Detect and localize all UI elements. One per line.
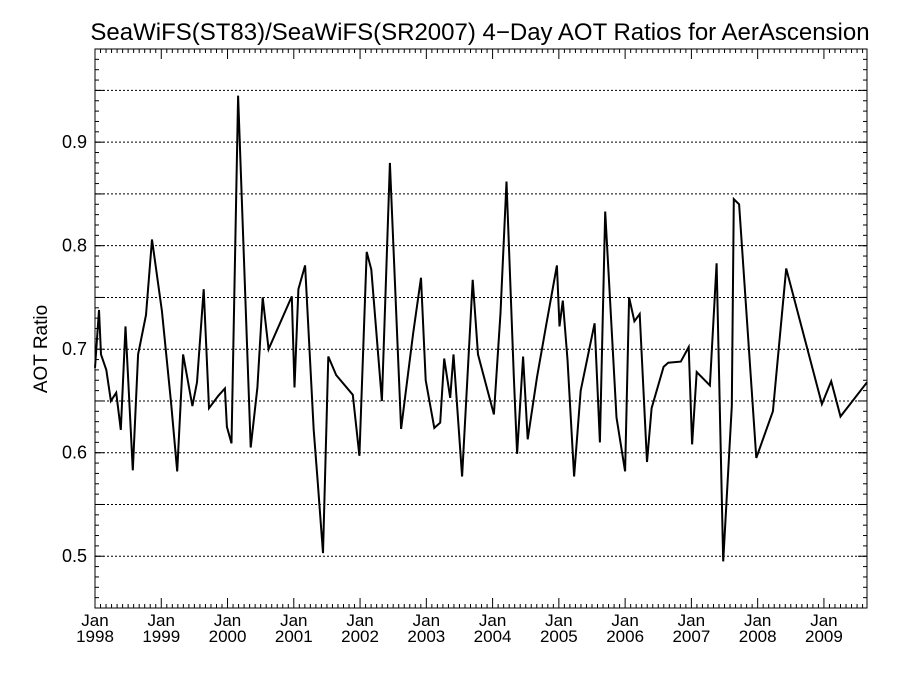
y-tick-label: 0.6	[62, 443, 87, 463]
x-tick-label-month: Jan	[81, 611, 108, 630]
x-tick-label-year: 2006	[606, 627, 644, 646]
y-tick-label: 0.5	[62, 546, 87, 566]
x-tick-label-month: Jan	[346, 611, 373, 630]
grid-lines	[95, 89, 867, 557]
x-tick-label-year: 2003	[407, 627, 445, 646]
chart-title: SeaWiFS(ST83)/SeaWiFS(SR2007) 4−Day AOT …	[90, 19, 869, 46]
x-tick-label-year: 2007	[672, 627, 710, 646]
y-tick-label: 0.7	[62, 339, 87, 359]
x-tick-label-month: Jan	[479, 611, 506, 630]
x-tick-label-year: 2002	[341, 627, 379, 646]
x-tick-label-year: 2008	[739, 627, 777, 646]
x-tick-labels: Jan1998Jan1999Jan2000Jan2001Jan2002Jan20…	[76, 611, 843, 646]
y-tick-label: 0.9	[62, 132, 87, 152]
x-tick-label-year: 1999	[142, 627, 180, 646]
x-tick-label-month: Jan	[545, 611, 572, 630]
x-tick-label-month: Jan	[413, 611, 440, 630]
x-tick-label-year: 2009	[805, 627, 843, 646]
x-tick-label-year: 2001	[275, 627, 313, 646]
x-tick-label-month: Jan	[810, 611, 837, 630]
x-tick-label-month: Jan	[744, 611, 771, 630]
series-line	[94, 95, 868, 562]
plot-frame	[94, 48, 868, 609]
x-tick-label-month: Jan	[611, 611, 638, 630]
x-tick-label-year: 2005	[540, 627, 578, 646]
x-tick-label-year: 1998	[76, 627, 114, 646]
y-tick-labels: 0.5 0.6 0.7 0.8 0.9	[62, 132, 87, 566]
x-tick-label-year: 2000	[209, 627, 247, 646]
y-axis-label: AOT Ratio	[31, 305, 52, 393]
y-tick-label: 0.8	[62, 236, 87, 256]
x-tick-label-month: Jan	[214, 611, 241, 630]
axis-ticks	[94, 49, 867, 608]
x-tick-label-month: Jan	[148, 611, 175, 630]
x-tick-label-month: Jan	[280, 611, 307, 630]
x-tick-label-year: 2004	[474, 627, 512, 646]
series-group	[94, 95, 868, 562]
x-tick-label-month: Jan	[678, 611, 705, 630]
